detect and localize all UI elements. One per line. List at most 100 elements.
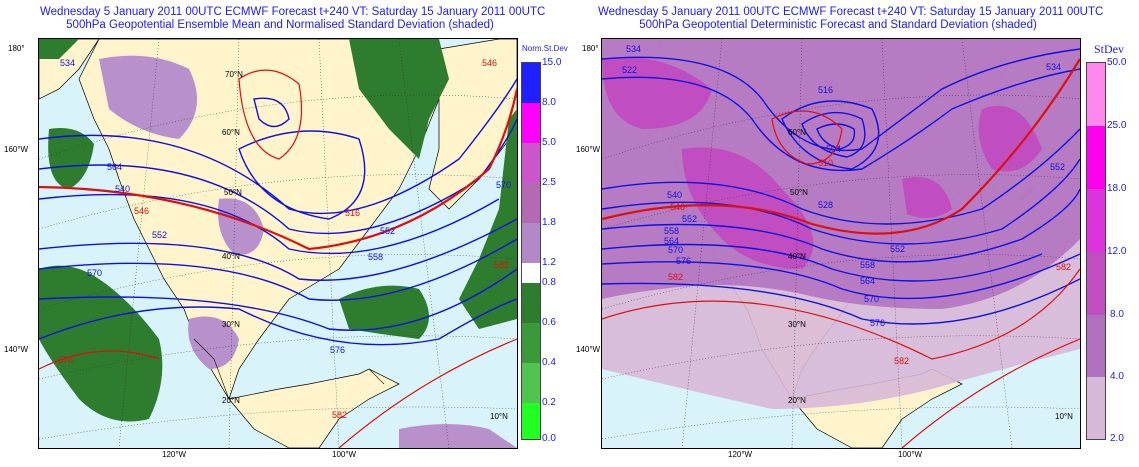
right-colorbar-segment: [1087, 63, 1105, 126]
left-legend-tick: 0.4: [542, 357, 556, 368]
right-legend-tick: 50.0: [1107, 57, 1127, 68]
left-contour-label: 570: [496, 180, 512, 190]
left-lat-180: 180°: [8, 44, 25, 53]
right-contour-label: 552: [890, 244, 906, 254]
right-contour-label: 552: [682, 214, 698, 224]
right-grid-30n: 30°N: [788, 320, 806, 329]
right-contour-label: 582: [668, 272, 684, 282]
left-contour-label: 546: [482, 58, 498, 68]
right-legend-tick: 25.0: [1107, 120, 1127, 131]
left-grid-70n: 70°N: [225, 70, 243, 79]
right-lon-100w: 100°W: [898, 450, 923, 459]
right-legend-tick: 8.0: [1110, 309, 1124, 320]
right-contour-label: 546: [670, 202, 686, 212]
right-contour-label: 582: [894, 356, 910, 366]
left-title-line2: 500hPa Geopotential Ensemble Mean and No…: [66, 19, 494, 31]
left-lat-160w: 160°W: [4, 145, 29, 154]
right-title-line1: Wednesday 5 January 2011 00UTC ECMWF For…: [598, 6, 1104, 18]
right-contour-label: 570: [668, 245, 684, 255]
left-legend-tick: 0.2: [542, 397, 556, 408]
right-contour-label: 534: [1046, 62, 1062, 72]
right-grid-20n: 20°N: [788, 396, 806, 405]
right-legend-tick: 4.0: [1110, 371, 1124, 382]
right-lat-160w: 160°W: [576, 145, 601, 154]
left-map: [38, 38, 518, 449]
right-title-line2: 500hPa Geopotential Deterministic Foreca…: [639, 19, 1037, 31]
right-contour-label: 564: [664, 236, 680, 246]
right-colorbar-segment: [1087, 126, 1105, 189]
right-grid-40n: 40°N: [788, 252, 806, 261]
right-legend-tick: 18.0: [1107, 183, 1127, 194]
left-grid-20n: 20°N: [222, 396, 240, 405]
left-colorbar-segment: [522, 63, 540, 103]
left-colorbar-segment: [522, 323, 540, 363]
left-legend-tick: 0.6: [542, 317, 556, 328]
left-colorbar-segment: [522, 223, 540, 263]
left-legend-tick: 15.0: [542, 57, 562, 68]
left-lat-140w: 140°W: [4, 345, 29, 354]
left-legend-title: Norm.St.Dev: [522, 44, 568, 53]
left-contour-label: 576: [330, 345, 346, 355]
right-contour-label: 576: [870, 318, 886, 328]
right-legend-tick: 2.0: [1110, 433, 1124, 444]
right-colorbar: [1086, 62, 1106, 440]
left-contour-label: 540: [115, 184, 131, 194]
left-contour-label: 552: [380, 226, 396, 236]
left-colorbar-segment: [522, 363, 540, 403]
left-contour-label: 552: [152, 230, 168, 240]
left-legend-tick: 1.8: [542, 217, 556, 228]
left-grid-60n: 60°N: [222, 128, 240, 137]
right-contour-label: 528: [818, 200, 834, 210]
right-contour-label: 582: [1056, 262, 1072, 272]
left-contour-label: 582: [332, 410, 348, 420]
right-colorbar-segment: [1087, 377, 1105, 439]
left-contour-label: 516: [345, 208, 361, 218]
right-legend-title: StDev: [1094, 42, 1124, 56]
left-title-line1: Wednesday 5 January 2011 00UTC ECMWF For…: [40, 6, 546, 18]
left-lon-100w: 100°W: [332, 450, 357, 459]
right-legend-tick: 12.0: [1107, 246, 1127, 257]
left-contour-label: 558: [368, 252, 384, 262]
right-grid-50n: 50°N: [790, 188, 808, 197]
right-colorbar-segment: [1087, 315, 1105, 377]
right-contour-label: 570: [864, 294, 880, 304]
left-colorbar-segment: [522, 283, 540, 323]
right-grid-10n: 10°N: [1055, 412, 1073, 421]
left-legend-tick: 8.0: [542, 97, 556, 108]
right-contour-label: 510: [818, 158, 834, 168]
right-contour-label: 534: [626, 44, 642, 54]
left-contour-label: 534: [60, 58, 76, 68]
left-grid-10n: 10°N: [490, 412, 508, 421]
right-colorbar-segment: [1087, 189, 1105, 252]
left-contour-label: 570: [87, 268, 103, 278]
left-legend-tick: 2.5: [542, 177, 556, 188]
right-grid-60n: 60°N: [788, 128, 806, 137]
left-legend-tick: 5.0: [542, 137, 556, 148]
right-contour-label: 540: [667, 190, 683, 200]
left-colorbar-segment: [522, 103, 540, 143]
right-map: [601, 38, 1081, 449]
right-contour-label: 552: [1050, 162, 1066, 172]
left-legend-tick: 1.2: [542, 257, 556, 268]
right-contour-label: 558: [664, 226, 680, 236]
right-lat-140w: 140°W: [576, 345, 601, 354]
left-contour-label: 576: [58, 355, 74, 365]
right-contour-label: 576: [676, 256, 692, 266]
right-contour-label: 558: [860, 260, 876, 270]
right-contour-label: 516: [818, 85, 834, 95]
right-contour-label: 522: [622, 65, 638, 75]
right-contour-label: 564: [860, 276, 876, 286]
left-grid-50n: 50°N: [224, 188, 242, 197]
right-lat-180: 180°: [582, 44, 599, 53]
left-grid-30n: 30°N: [222, 320, 240, 329]
left-colorbar: [521, 62, 541, 440]
left-legend-tick: 0.8: [542, 277, 556, 288]
right-colorbar-segment: [1087, 252, 1105, 315]
left-lon-120w: 120°W: [162, 450, 187, 459]
left-colorbar-segment: [522, 143, 540, 183]
left-contour-label: 546: [134, 206, 150, 216]
right-lon-120w: 120°W: [728, 450, 753, 459]
left-contour-label: 582: [494, 260, 510, 270]
right-contour-label: 504: [826, 144, 842, 154]
left-grid-40n: 40°N: [222, 252, 240, 261]
